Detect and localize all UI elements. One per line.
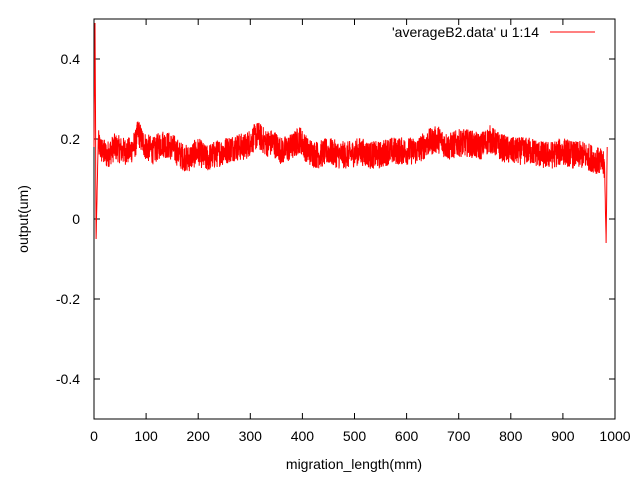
- tick-marks: [93, 19, 616, 419]
- series-line-0: [93, 22, 608, 244]
- x-tick-label: 400: [291, 428, 315, 444]
- y-tick-label: 0.4: [61, 51, 81, 67]
- x-tick-label: 800: [499, 428, 523, 444]
- x-tick-label: 1000: [599, 428, 630, 444]
- y-tick-label: 0: [72, 211, 80, 227]
- legend: 'averageB2.data' u 1:14: [392, 24, 595, 40]
- x-tick-label: 900: [551, 428, 575, 444]
- x-tick-label: 500: [343, 428, 367, 444]
- y-axis-label: output(um): [15, 185, 31, 253]
- x-tick-label: 0: [90, 428, 98, 444]
- plot-frame: [93, 18, 616, 420]
- y-tick-label: -0.2: [56, 291, 80, 307]
- y-tick-label: 0.2: [61, 131, 81, 147]
- y-tick-label: -0.4: [56, 371, 80, 387]
- x-tick-label: 700: [447, 428, 471, 444]
- x-tick-label: 600: [395, 428, 419, 444]
- series-layer: [93, 22, 608, 244]
- x-tick-label: 200: [187, 428, 211, 444]
- x-axis-label: migration_length(mm): [286, 456, 422, 472]
- tick-labels: 0 100 200 300 400 500 600 700 800 900 1000 -0.4 -0.2…: [56, 51, 631, 444]
- legend-entry-label: 'averageB2.data' u 1:14: [392, 24, 539, 40]
- x-tick-label: 100: [134, 428, 158, 444]
- x-tick-label: 300: [239, 428, 263, 444]
